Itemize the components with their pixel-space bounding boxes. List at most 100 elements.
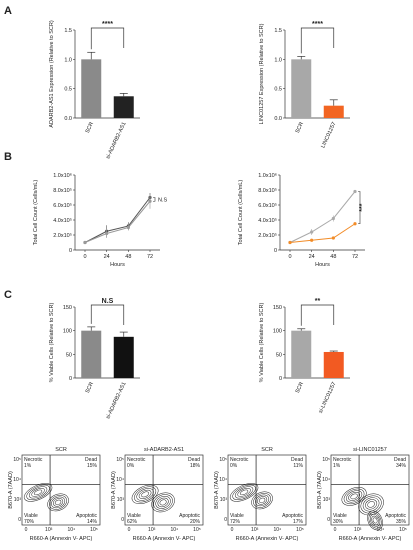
- y-tick-label: 8.0x10⁵: [53, 187, 72, 194]
- y-tick-label: 50: [66, 352, 72, 358]
- contour-line: [367, 510, 383, 531]
- significance-bracket: [153, 197, 156, 202]
- y-tick-label: 1.0x10⁶: [53, 172, 72, 179]
- y-tick-label: 1.5: [274, 28, 282, 34]
- flow-x-axis-label: R660-A (Annexin V- APC): [133, 536, 196, 542]
- quadrant-label-apoptotic: Apoptotic: [179, 513, 200, 519]
- flow-x-axis-label: R660-A (Annexin V- APC): [236, 536, 299, 542]
- flow-x-axis-label: R660-A (Annexin V- APC): [339, 536, 402, 542]
- y-tick-label: 0: [69, 376, 72, 382]
- contour-line: [141, 491, 150, 498]
- contour-line: [237, 488, 251, 497]
- line-chart-b1: 0 2.0x10⁵ 4.0x10⁵ 6.0x10⁵ 8.0x10⁵ 1.0x10⁶ Tota…: [33, 172, 168, 268]
- contour-line: [360, 495, 382, 514]
- x-tick-label: 48: [330, 254, 336, 260]
- flow-y-axis-label: B670-A (7AAD): [111, 471, 117, 509]
- contour-line: [253, 493, 271, 508]
- data-point: [83, 240, 87, 245]
- x-tick-label: SCR: [85, 121, 95, 134]
- flow-x-tick-label: 10⁴: [273, 527, 281, 533]
- flow-y-tick-label: 10³: [117, 497, 125, 503]
- quadrant-value-viable: 72%: [230, 519, 241, 525]
- quadrant-value-apoptotic: 20%: [190, 519, 201, 525]
- y-tick-label: 6.0x10⁵: [53, 202, 72, 209]
- y-tick-label: 1.5: [64, 28, 72, 34]
- flow-y-tick-label: 10⁴: [219, 477, 227, 483]
- flow-y-tick-label: 10⁴: [116, 477, 124, 483]
- flow-x-axis-label: R660-A (Annexin V- APC): [30, 536, 93, 542]
- contour-line: [256, 496, 268, 505]
- x-tick-label: 0: [288, 254, 291, 260]
- flow-plot-title: SCR: [261, 447, 273, 453]
- series-line-1: [84, 200, 151, 243]
- quadrant-value-dead: 18%: [190, 463, 201, 469]
- y-tick-label: 6.0x10⁵: [258, 202, 277, 209]
- significance-label: N.S: [158, 197, 168, 203]
- x-tick-label: 24: [309, 254, 315, 260]
- quadrant-label-viable: Viable: [127, 513, 141, 519]
- y-axis-label: Total Cell Count (Cells/mL): [238, 180, 244, 246]
- contour-line: [134, 486, 157, 503]
- flow-x-tick-label: 10⁴: [67, 527, 75, 533]
- y-tick-label: 1.0x10⁶: [258, 172, 277, 179]
- line-chart-b2: 0 2.0x10⁵ 4.0x10⁵ 6.0x10⁵ 8.0x10⁵ 1.0x10⁶ Tota…: [238, 172, 366, 268]
- y-axis-label: Total Cell Count (Cells/mL): [33, 180, 39, 246]
- y-tick-label: 0.5: [64, 87, 72, 93]
- flow-x-tick-label: 0: [25, 527, 28, 533]
- x-tick-label: 72: [147, 254, 153, 260]
- y-tick-label: 4.0x10⁵: [258, 217, 277, 224]
- contour-line: [33, 489, 43, 496]
- contour-line: [49, 495, 67, 510]
- flow-plot-frame: [227, 454, 307, 526]
- quadrant-label-necrotic: Necrotic: [333, 457, 352, 463]
- y-tick-label: 0: [69, 248, 72, 254]
- contour-line: [372, 517, 378, 524]
- contour-line: [138, 489, 152, 499]
- quadrant-value-necrotic: 1%: [24, 463, 32, 469]
- bar-1: [323, 105, 344, 118]
- flow-y-tick-label: 0: [327, 517, 330, 523]
- quadrant-value-necrotic: 0%: [127, 463, 135, 469]
- contour-line: [51, 496, 66, 509]
- contour-line: [258, 497, 266, 504]
- bar-1: [113, 96, 134, 118]
- flow-plot-frame: [330, 454, 410, 526]
- data-point: [353, 222, 357, 226]
- flow-x-tick-label: 10⁵: [193, 527, 201, 533]
- flow-y-tick-label: 10³: [323, 497, 331, 503]
- bar-chart-a1: 0.0 0.5 1.0 1.5 ADARB2-AS1 Expression (Relat…: [49, 20, 140, 160]
- contour-line: [369, 514, 381, 527]
- x-tick-label: SCR: [295, 121, 305, 134]
- contour-line: [343, 488, 365, 505]
- y-tick-label: 2.0x10⁵: [53, 232, 72, 239]
- contour-line: [358, 493, 384, 516]
- contour-line: [136, 488, 154, 501]
- data-point: [148, 199, 152, 203]
- contour-line: [159, 499, 167, 506]
- significance-label: **: [315, 298, 321, 305]
- x-tick-label: 72: [352, 254, 358, 260]
- contour-line: [229, 483, 259, 502]
- y-tick-label: 0: [274, 248, 277, 254]
- contour-line: [153, 494, 173, 511]
- flow-y-axis-label: B670-A (7AAD): [317, 471, 323, 509]
- flow-y-tick-label: 10⁵: [116, 457, 124, 463]
- y-tick-label: 50: [276, 352, 282, 358]
- significance-bracket: [90, 304, 125, 325]
- flow-x-tick-label: 10³: [354, 527, 362, 533]
- flow-y-axis-label: B670-A (7AAD): [214, 471, 220, 509]
- bar-chart-c1: 0 50 100 150 % Viable Cells (Relative to SCR…: [49, 298, 140, 420]
- y-tick-label: 0: [279, 376, 282, 382]
- panel-label-b: B: [4, 151, 12, 163]
- flow-x-tick-label: 0: [128, 527, 131, 533]
- x-tick-label: 24: [104, 254, 110, 260]
- flow-y-tick-label: 10⁴: [322, 477, 330, 483]
- flow-y-tick-label: 0: [18, 517, 21, 523]
- data-point: [105, 231, 109, 236]
- bar-chart-c2: 0 50 100 150 % Viable Cells (Relative to SCR…: [259, 298, 350, 414]
- bar-chart-a2: 0.0 0.5 1.0 1.5 LINC01257 Expression (Relati…: [259, 21, 350, 149]
- quadrant-label-apoptotic: Apoptotic: [76, 513, 97, 519]
- flow-plots-layer: SCRNecrotic1%Dead15%Viable70%Apoptotic14…: [8, 447, 410, 542]
